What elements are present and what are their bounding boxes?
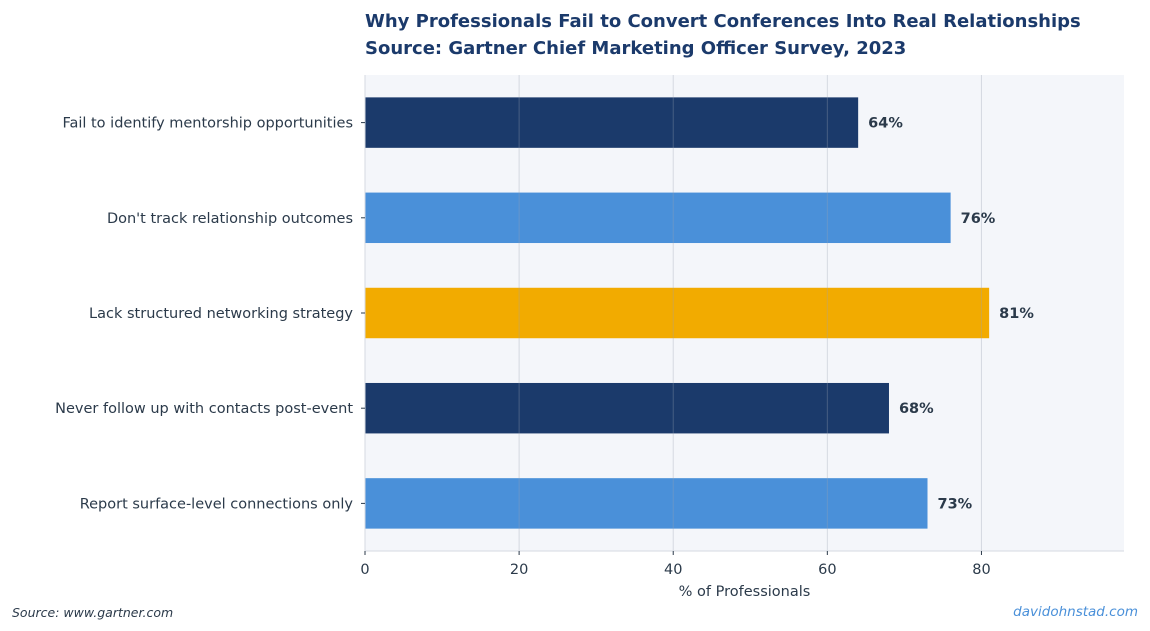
category-label: Never follow up with contacts post-event xyxy=(55,401,353,417)
chart-title: Why Professionals Fail to Convert Confer… xyxy=(365,11,1081,32)
data-label: 73% xyxy=(938,496,973,512)
x-tick-label: 20 xyxy=(510,562,528,578)
bar[interactable] xyxy=(365,478,928,529)
x-tick-label: 80 xyxy=(972,562,990,578)
x-axis-label: % of Professionals xyxy=(679,584,811,600)
bar[interactable] xyxy=(365,287,990,339)
source-note: Source: www.gartner.com xyxy=(12,605,174,620)
category-label: Lack structured networking strategy xyxy=(89,306,353,322)
data-label: 64% xyxy=(868,116,903,132)
data-label: 76% xyxy=(961,211,996,227)
data-label: 68% xyxy=(899,401,934,417)
bar[interactable] xyxy=(365,97,859,148)
category-label: Report surface-level connections only xyxy=(80,496,354,512)
chart-subtitle: Source: Gartner Chief Marketing Officer … xyxy=(365,38,907,59)
x-tick-label: 60 xyxy=(818,562,836,578)
x-tick-label: 40 xyxy=(664,562,682,578)
data-label: 81% xyxy=(999,306,1034,322)
brand-link[interactable]: davidohnstad.com xyxy=(1013,604,1138,620)
category-label: Fail to identify mentorship opportunitie… xyxy=(62,116,353,132)
x-tick-label: 0 xyxy=(360,562,369,578)
bar[interactable] xyxy=(365,192,951,244)
chart-title-block: Why Professionals Fail to Convert Confer… xyxy=(365,8,1081,62)
category-label: Don't track relationship outcomes xyxy=(107,211,353,227)
bar[interactable] xyxy=(365,382,889,434)
